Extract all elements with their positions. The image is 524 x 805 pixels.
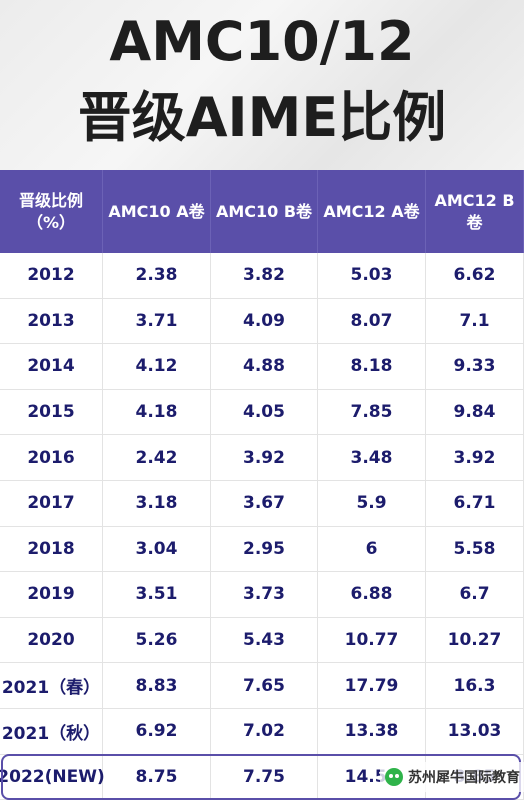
table-cell: 4.12 [103,344,211,390]
column-header: AMC12 A卷 [318,170,426,253]
header: AMC10/12 晋级AIME比例 [0,0,524,170]
table-cell: 7.02 [211,709,318,755]
table-cell: 3.51 [103,572,211,618]
table-cell: 7.1 [426,298,524,345]
row-label: 2018 [0,526,103,573]
watermark: 苏州犀牛国际教育 [380,762,524,792]
table-cell: 5.9 [318,481,426,527]
row-label: 2019 [0,572,103,618]
table-cell: 13.38 [318,709,426,755]
table-cell: 4.18 [103,389,211,436]
row-label: 2020 [0,617,103,664]
row-label: 2015 [0,389,103,436]
watermark-icon [385,768,403,786]
table-cell: 6 [318,526,426,573]
table-cell: 2.38 [103,253,211,299]
table-cell: 6.62 [426,253,524,299]
table-cell: 3.73 [211,572,318,618]
table-cell: 3.67 [211,481,318,527]
title: AMC10/12 [109,10,415,73]
table-cell: 7.65 [211,663,318,709]
table-cell: 3.92 [426,435,524,481]
table-cell: 10.77 [318,617,426,664]
table-cell: 3.04 [103,526,211,573]
row-label: 2013 [0,298,103,345]
table-cell: 8.07 [318,298,426,345]
column-header: 晋级比例 （%） [0,170,103,253]
row-label: 2012 [0,253,103,299]
row-label: 2017 [0,481,103,527]
table-cell: 3.82 [211,253,318,299]
table-cell: 3.92 [211,435,318,481]
table-cell: 4.05 [211,389,318,436]
table-cell: 13.03 [426,709,524,755]
table-cell: 5.26 [103,617,211,664]
row-label: 2014 [0,344,103,390]
row-label: 2021（秋） [0,709,103,755]
table-cell: 5.43 [211,617,318,664]
header-row: 晋级比例 （%） AMC10 A卷 AMC10 B卷 AMC12 A卷 AMC12 B … [0,170,524,253]
table-cell: 10.27 [426,617,524,664]
table-cell: 8.83 [103,663,211,709]
table-cell: 9.84 [426,389,524,436]
column-header: AMC12 B 卷 [426,170,524,253]
column-header: AMC10 B卷 [211,170,318,253]
table-cell: 5.03 [318,253,426,299]
table-cell: 9.33 [426,344,524,390]
table-cell: 7.85 [318,389,426,436]
table-cell: 17.79 [318,663,426,709]
table-cell: 6.7 [426,572,524,618]
title: 晋级AIME比例 [77,86,447,149]
table-cell: 3.18 [103,481,211,527]
table-cell: 6.71 [426,481,524,527]
table-cell: 3.71 [103,298,211,345]
table-cell: 2.42 [103,435,211,481]
table-cell: 5.58 [426,526,524,573]
row-label: 2021（春） [0,663,103,709]
column-header: AMC10 A卷 [103,170,211,253]
watermark-text: 苏州犀牛国际教育 [408,770,520,786]
table-cell: 8.18 [318,344,426,390]
table-cell: 6.92 [103,709,211,755]
table-cell: 16.3 [426,663,524,709]
table-cell: 6.88 [318,572,426,618]
row-label: 2016 [0,435,103,481]
table-cell: 2.95 [211,526,318,573]
table-cell: 4.88 [211,344,318,390]
table-cell: 3.48 [318,435,426,481]
table-cell: 4.09 [211,298,318,345]
